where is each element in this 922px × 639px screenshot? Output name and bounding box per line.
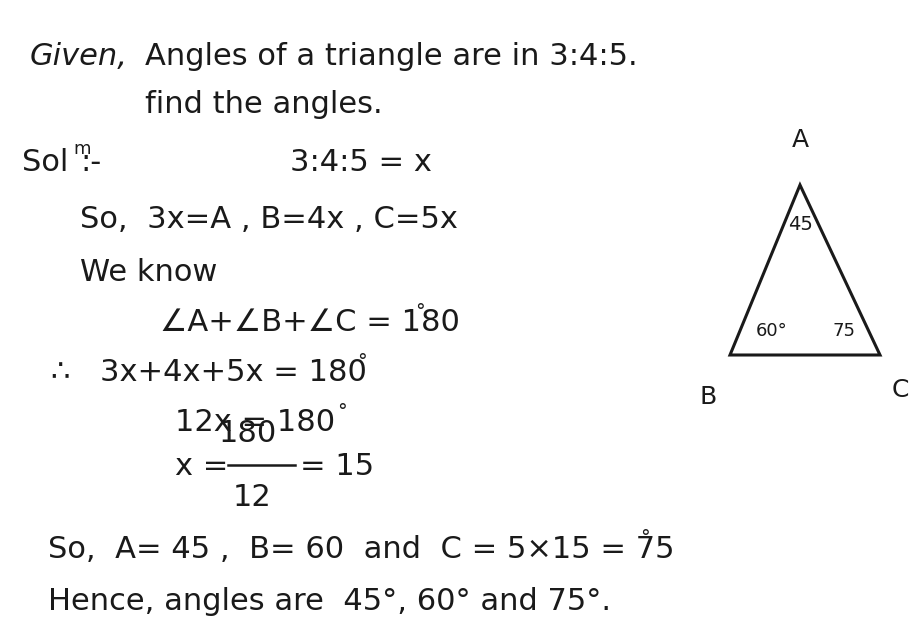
Text: 180: 180 [219, 419, 278, 448]
Text: x =: x = [175, 452, 238, 481]
Text: m: m [73, 140, 90, 158]
Text: 3x+4x+5x = 180: 3x+4x+5x = 180 [100, 358, 367, 387]
Text: find the angles.: find the angles. [145, 90, 383, 119]
Text: °: ° [415, 302, 425, 321]
Text: 12x = 180: 12x = 180 [175, 408, 335, 437]
Text: °: ° [357, 352, 367, 371]
Text: We know: We know [80, 258, 218, 287]
Text: 60°: 60° [756, 322, 787, 340]
Text: So,  A= 45 ,  B= 60  and  C = 5×15 = 75: So, A= 45 , B= 60 and C = 5×15 = 75 [48, 535, 675, 564]
Text: °: ° [640, 528, 650, 547]
Text: Hence, angles are  45°, 60° and 75°.: Hence, angles are 45°, 60° and 75°. [48, 587, 611, 616]
Text: Angles of a triangle are in 3:4:5.: Angles of a triangle are in 3:4:5. [145, 42, 638, 71]
Text: :-: :- [80, 148, 101, 177]
Text: C: C [892, 378, 909, 402]
Text: 75: 75 [832, 322, 855, 340]
Text: B: B [700, 385, 716, 409]
Text: ∴: ∴ [50, 358, 69, 387]
Text: Given,: Given, [30, 42, 128, 71]
Text: 12: 12 [232, 483, 271, 512]
Text: 45: 45 [787, 215, 812, 234]
Text: Sol: Sol [22, 148, 68, 177]
Text: = 15: = 15 [300, 452, 374, 481]
Text: ∠A+∠B+∠C = 180: ∠A+∠B+∠C = 180 [160, 308, 460, 337]
Text: 3:4:5 = x: 3:4:5 = x [290, 148, 431, 177]
Text: So,  3x=A , B=4x , C=5x: So, 3x=A , B=4x , C=5x [80, 205, 458, 234]
Text: A: A [791, 128, 809, 152]
Text: °: ° [337, 402, 347, 421]
